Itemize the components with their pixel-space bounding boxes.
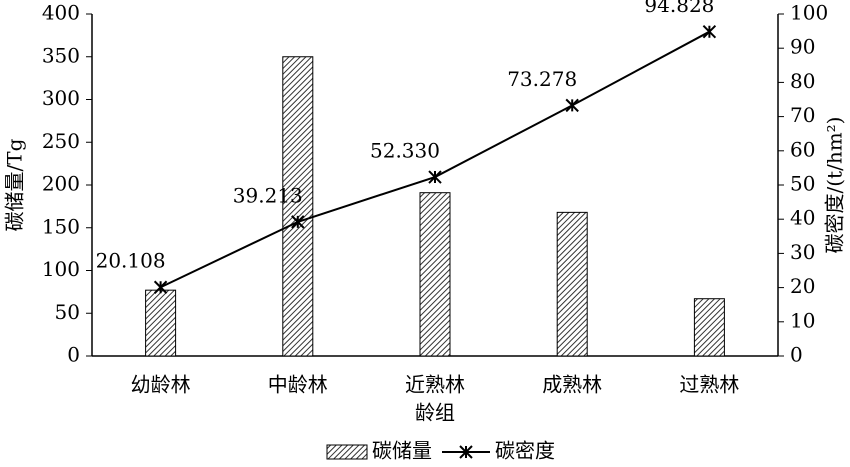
marker (153, 280, 168, 294)
bar (145, 289, 177, 357)
data-label: 52.330 (370, 139, 440, 163)
x-tick-label: 过熟林 (679, 373, 739, 397)
x-tick-label: 幼龄林 (131, 373, 191, 397)
y-tick-label: 300 (42, 86, 80, 110)
y2-tick-label: 40 (790, 206, 815, 230)
data-label: 20.108 (96, 249, 166, 273)
y2-tick-label: 10 (790, 308, 815, 332)
legend-label: 碳储量 (372, 439, 432, 463)
y2-tick-label: 60 (790, 137, 815, 161)
y2-tick-label: 50 (790, 172, 815, 196)
x-tick-label: 近熟林 (405, 373, 465, 397)
y2-tick-label: 80 (790, 69, 815, 93)
bar (693, 298, 725, 357)
y-tick-label: 200 (42, 172, 80, 196)
bar (282, 56, 314, 357)
data-label: 73.278 (507, 67, 577, 91)
marker (428, 170, 442, 184)
y2-tick-label: 70 (790, 103, 815, 127)
y-axis-title: 碳储量/Tg (3, 138, 27, 231)
legend-swatch (326, 444, 368, 460)
y-tick-label: 0 (67, 343, 80, 367)
y-tick-label: 150 (42, 214, 80, 238)
y2-axis-title: 碳密度/(t/hm²) (823, 117, 847, 254)
x-axis-title: 龄组 (415, 401, 455, 425)
data-label: 39.213 (233, 183, 303, 207)
y-tick-label: 350 (42, 43, 80, 67)
marker (702, 24, 717, 39)
y-tick-label: 50 (55, 300, 80, 324)
bar (556, 211, 588, 357)
marker (291, 215, 305, 229)
y-tick-label: 400 (42, 1, 80, 25)
legend-label: 碳密度 (495, 439, 555, 463)
legend-marker (459, 445, 473, 459)
y2-tick-label: 0 (790, 343, 803, 367)
marker (565, 98, 579, 113)
x-tick-label: 中龄林 (268, 373, 328, 397)
data-label: 94.828 (644, 0, 714, 17)
y2-tick-label: 90 (790, 35, 815, 59)
y-tick-label: 100 (42, 257, 80, 281)
y2-tick-label: 20 (790, 274, 815, 298)
y2-tick-label: 30 (790, 240, 815, 264)
bar (419, 192, 451, 357)
y2-tick-label: 100 (790, 1, 828, 25)
x-tick-label: 成熟林 (542, 373, 602, 397)
y-tick-label: 250 (42, 129, 80, 153)
